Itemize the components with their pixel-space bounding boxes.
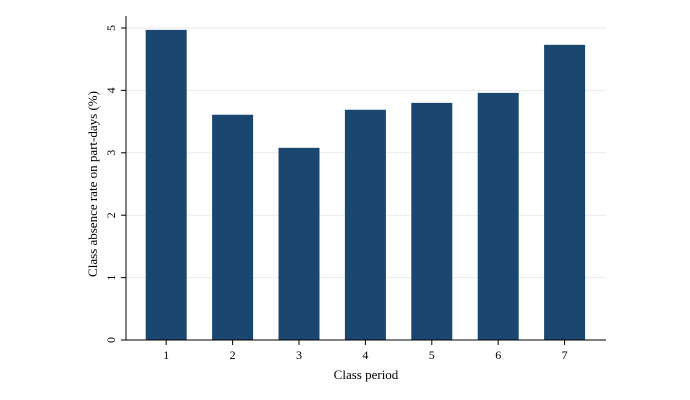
y-tick-label: 2 bbox=[104, 212, 118, 218]
bar-1 bbox=[145, 29, 187, 340]
bar-5 bbox=[411, 102, 453, 340]
x-axis-ticks: 1 2 3 4 5 6 7 bbox=[163, 340, 568, 362]
x-axis-title: Class period bbox=[334, 367, 399, 382]
y-tick-label: 4 bbox=[104, 87, 118, 93]
y-tick-label: 3 bbox=[104, 150, 118, 156]
x-tick-label: 4 bbox=[362, 348, 368, 362]
bar-3 bbox=[278, 147, 320, 340]
bar-4 bbox=[344, 109, 386, 340]
bar-2 bbox=[212, 114, 254, 341]
bar-7 bbox=[544, 44, 586, 341]
x-tick-label: 5 bbox=[429, 348, 435, 362]
y-axis-ticks: 0 1 2 3 4 5 bbox=[104, 25, 126, 343]
bar-6 bbox=[477, 92, 519, 340]
x-tick-label: 3 bbox=[296, 348, 302, 362]
y-tick-label: 0 bbox=[104, 337, 118, 343]
y-tick-label: 1 bbox=[104, 275, 118, 281]
x-tick-label: 7 bbox=[562, 348, 568, 362]
bars bbox=[145, 29, 586, 341]
x-tick-label: 6 bbox=[495, 348, 501, 362]
x-tick-label: 1 bbox=[163, 348, 169, 362]
y-tick-label: 5 bbox=[104, 25, 118, 31]
y-axis-title: Class absence rate on part-days (%) bbox=[85, 91, 100, 277]
x-tick-label: 2 bbox=[230, 348, 236, 362]
